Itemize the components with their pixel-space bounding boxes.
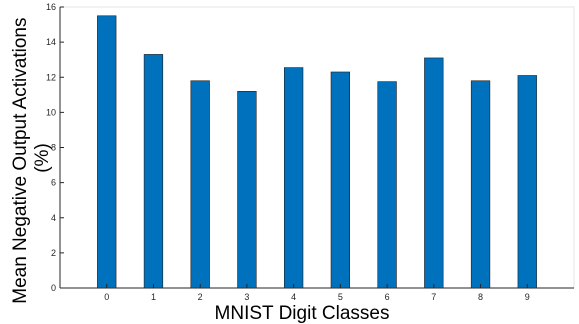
bar-5 <box>330 71 351 289</box>
x-tick-label: 9 <box>525 292 530 302</box>
y-tick-label: 8 <box>51 143 56 153</box>
bar-9 <box>517 75 537 289</box>
y-tick-label: 4 <box>51 213 56 223</box>
x-tick-label: 8 <box>478 292 483 302</box>
y-tick-label: 14 <box>46 37 56 47</box>
x-tick-label: 3 <box>244 292 249 302</box>
x-tick-label: 7 <box>431 292 436 302</box>
bar-3 <box>237 91 257 289</box>
x-tick-label: 2 <box>198 292 203 302</box>
y-axis-label-line-1: Mean Negative Output Activations <box>10 18 31 304</box>
y-axis-label-line-2: (%) <box>32 143 53 173</box>
bar-4 <box>283 67 304 289</box>
x-tick-label: 4 <box>291 292 296 302</box>
bar-0 <box>97 15 117 289</box>
x-axis-ticks: 0 1 2 3 4 5 6 7 8 9 <box>104 284 530 302</box>
y-tick-label: 2 <box>51 248 56 258</box>
bar-6 <box>377 81 397 289</box>
x-tick-label: 1 <box>151 292 156 302</box>
x-axis-label: MNIST Digit Classes <box>215 303 390 324</box>
bar-2 <box>190 80 210 289</box>
y-tick-label: 10 <box>46 107 56 117</box>
y-axis-ticks: 0 2 4 6 8 10 12 14 16 <box>46 2 64 293</box>
x-tick-label: 0 <box>104 292 109 302</box>
plot-area-border <box>59 6 575 289</box>
y-tick-label: 0 <box>51 283 56 293</box>
y-tick-label: 12 <box>46 72 56 82</box>
y-tick-label: 16 <box>46 2 56 12</box>
plot-frame <box>59 6 575 289</box>
x-tick-label: 6 <box>385 292 390 302</box>
bar-1 <box>143 54 164 289</box>
bar-7 <box>424 57 444 289</box>
x-tick-label: 5 <box>338 292 343 302</box>
bar-8 <box>470 80 491 289</box>
y-axis-label: Mean Negative Output Activations (%) <box>10 12 53 304</box>
y-tick-label: 6 <box>51 178 56 188</box>
